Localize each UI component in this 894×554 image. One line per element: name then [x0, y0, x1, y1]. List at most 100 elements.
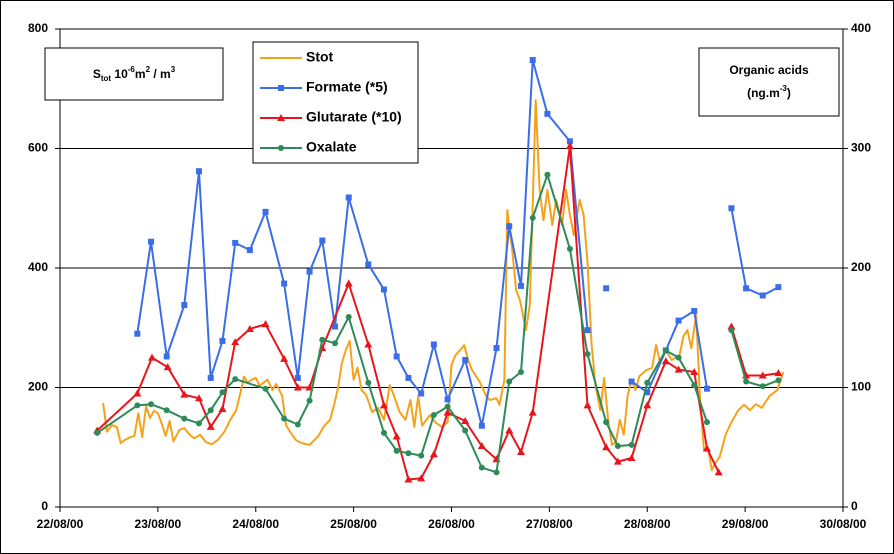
- y-tick-label: 0: [41, 499, 48, 513]
- y-tick-label: 400: [28, 260, 48, 274]
- label-part: / m: [150, 67, 171, 81]
- x-tick-label: 27/08/00: [526, 517, 573, 531]
- marker: [293, 383, 302, 391]
- marker: [614, 443, 621, 450]
- marker: [774, 369, 783, 377]
- y2-tick-label: 200: [851, 260, 871, 274]
- marker: [278, 85, 284, 91]
- marker: [478, 464, 485, 471]
- marker: [345, 194, 352, 201]
- marker: [775, 377, 782, 384]
- y-label-box: [44, 47, 224, 101]
- x-tick-label: 24/08/00: [232, 517, 279, 531]
- marker: [628, 378, 635, 385]
- marker: [232, 376, 239, 383]
- marker: [444, 403, 451, 410]
- marker: [627, 454, 636, 462]
- marker: [261, 320, 270, 328]
- marker: [392, 432, 401, 440]
- x-tick-label: 23/08/00: [135, 517, 182, 531]
- marker: [583, 401, 592, 409]
- marker: [148, 401, 155, 408]
- marker: [529, 57, 536, 64]
- grid: 0 200 400 600 800 0 100 200 300 400 22/08/00 23/08/…: [28, 21, 871, 531]
- marker: [280, 354, 289, 362]
- marker: [246, 247, 253, 254]
- marker: [690, 367, 699, 375]
- marker: [728, 205, 735, 212]
- marker: [163, 363, 172, 371]
- marker: [478, 422, 485, 429]
- marker: [94, 429, 101, 436]
- label-part: ): [787, 86, 791, 100]
- legend-label: Formate (*5): [306, 79, 388, 95]
- legend-label: Oxalate: [306, 139, 357, 155]
- marker: [644, 389, 651, 396]
- marker: [506, 223, 513, 230]
- x-tick-label: 29/08/00: [722, 517, 769, 531]
- marker: [180, 390, 189, 398]
- marker: [133, 389, 142, 397]
- marker: [566, 138, 573, 145]
- marker: [430, 341, 437, 348]
- marker: [281, 280, 288, 287]
- marker: [207, 407, 214, 414]
- marker: [493, 469, 500, 476]
- marker: [506, 378, 513, 385]
- marker: [344, 279, 353, 287]
- marker: [643, 401, 652, 409]
- y2-tick-label: 0: [851, 499, 858, 513]
- marker: [661, 357, 670, 365]
- marker: [602, 443, 611, 451]
- marker: [294, 421, 301, 428]
- y2-axis-label: (ng.m-3): [747, 84, 791, 100]
- marker: [703, 385, 710, 392]
- marker: [743, 285, 750, 292]
- marker: [613, 457, 622, 465]
- marker: [231, 338, 240, 346]
- marker: [417, 474, 426, 482]
- marker: [516, 448, 525, 456]
- marker: [603, 419, 610, 426]
- marker: [418, 452, 425, 459]
- marker: [219, 337, 226, 344]
- marker: [332, 323, 339, 330]
- y2-tick-label: 400: [851, 21, 871, 35]
- marker: [628, 441, 635, 448]
- marker: [206, 422, 215, 430]
- marker: [345, 313, 352, 320]
- y2-axis-label: Organic acids: [729, 63, 809, 77]
- marker: [691, 308, 698, 315]
- marker: [281, 415, 288, 422]
- marker: [163, 353, 170, 360]
- marker: [393, 353, 400, 360]
- marker: [134, 402, 141, 409]
- label-part: 3: [171, 65, 176, 74]
- marker: [148, 238, 155, 245]
- marker: [404, 475, 413, 483]
- marker: [262, 208, 269, 215]
- label-part: -3: [780, 84, 788, 93]
- x-tick-label: 30/08/00: [820, 517, 867, 531]
- marker: [644, 379, 651, 386]
- marker: [148, 353, 157, 361]
- marker: [743, 378, 750, 385]
- marker: [728, 327, 735, 334]
- marker: [758, 371, 767, 379]
- marker: [405, 450, 412, 457]
- marker: [418, 390, 425, 397]
- marker: [163, 407, 170, 414]
- y-tick-label: 600: [28, 141, 48, 155]
- marker: [262, 385, 269, 392]
- label-part: 2: [146, 65, 151, 74]
- marker: [207, 374, 214, 381]
- y-tick-label: 200: [28, 380, 48, 394]
- marker: [544, 110, 551, 117]
- marker: [306, 268, 313, 275]
- marker: [380, 429, 387, 436]
- marker: [584, 327, 591, 334]
- marker: [493, 345, 500, 352]
- marker: [662, 347, 669, 354]
- marker: [444, 396, 451, 403]
